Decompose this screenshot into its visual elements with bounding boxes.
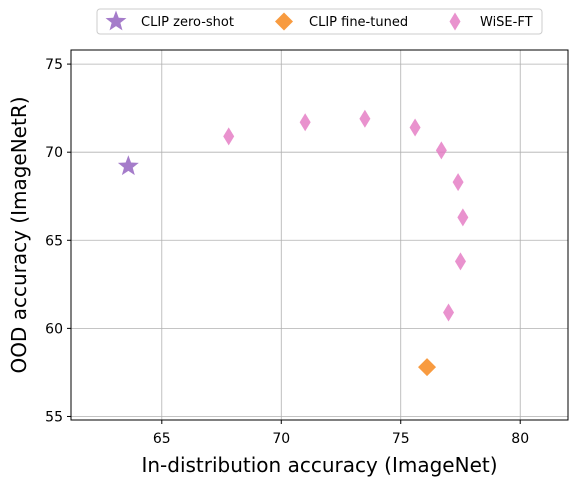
grid: [71, 50, 568, 420]
x-tick-label: 70: [272, 431, 290, 447]
wise-ft-point: [457, 208, 469, 227]
wise-ft-point: [435, 141, 447, 160]
wise-ft-point: [443, 303, 455, 322]
y-tick-label: 55: [45, 409, 63, 425]
legend-clip-fine-tuned-marker: [275, 12, 293, 31]
wise-ft-point: [409, 118, 421, 137]
x-tick-label: 65: [153, 431, 171, 447]
y-tick-label: 70: [45, 145, 63, 161]
y-axis-label: OOD accuracy (ImageNetR): [7, 96, 31, 373]
plot-frame: [70, 49, 569, 421]
y-tick-label: 65: [45, 233, 63, 249]
legend-frame: [96, 8, 543, 35]
clip-zero-shot-point: [117, 155, 139, 176]
wise-ft-point: [454, 252, 466, 271]
x-axis-label: In-distribution accuracy (ImageNet): [141, 453, 497, 477]
legend-wise-ft-marker: [449, 12, 461, 31]
plot-area: [71, 50, 568, 420]
wise-ft-point: [452, 173, 464, 192]
legend-clip-fine-tuned-label: CLIP fine-tuned: [309, 15, 408, 30]
y-tick-label: 75: [45, 57, 63, 73]
data-marks: [117, 109, 469, 377]
wise-ft-point: [359, 109, 371, 128]
x-tick-label: 80: [511, 431, 529, 447]
wise-ft-point: [299, 113, 311, 132]
legend-clip-zero-shot-marker: [105, 10, 127, 31]
wise-ft-point: [223, 127, 235, 146]
y-axis-ticks: 55 60 65 70 75: [45, 57, 71, 425]
x-tick-label: 75: [392, 431, 410, 447]
legend-wise-ft-label: WiSE-FT: [480, 15, 533, 30]
legend: CLIP zero-shot CLIP fine-tuned WiSE-FT: [96, 8, 543, 35]
x-axis-ticks: 65 70 75 80: [153, 420, 529, 447]
legend-clip-zero-shot-label: CLIP zero-shot: [141, 15, 234, 30]
y-tick-label: 60: [45, 321, 63, 337]
clip-fine-tuned-point: [418, 358, 437, 377]
